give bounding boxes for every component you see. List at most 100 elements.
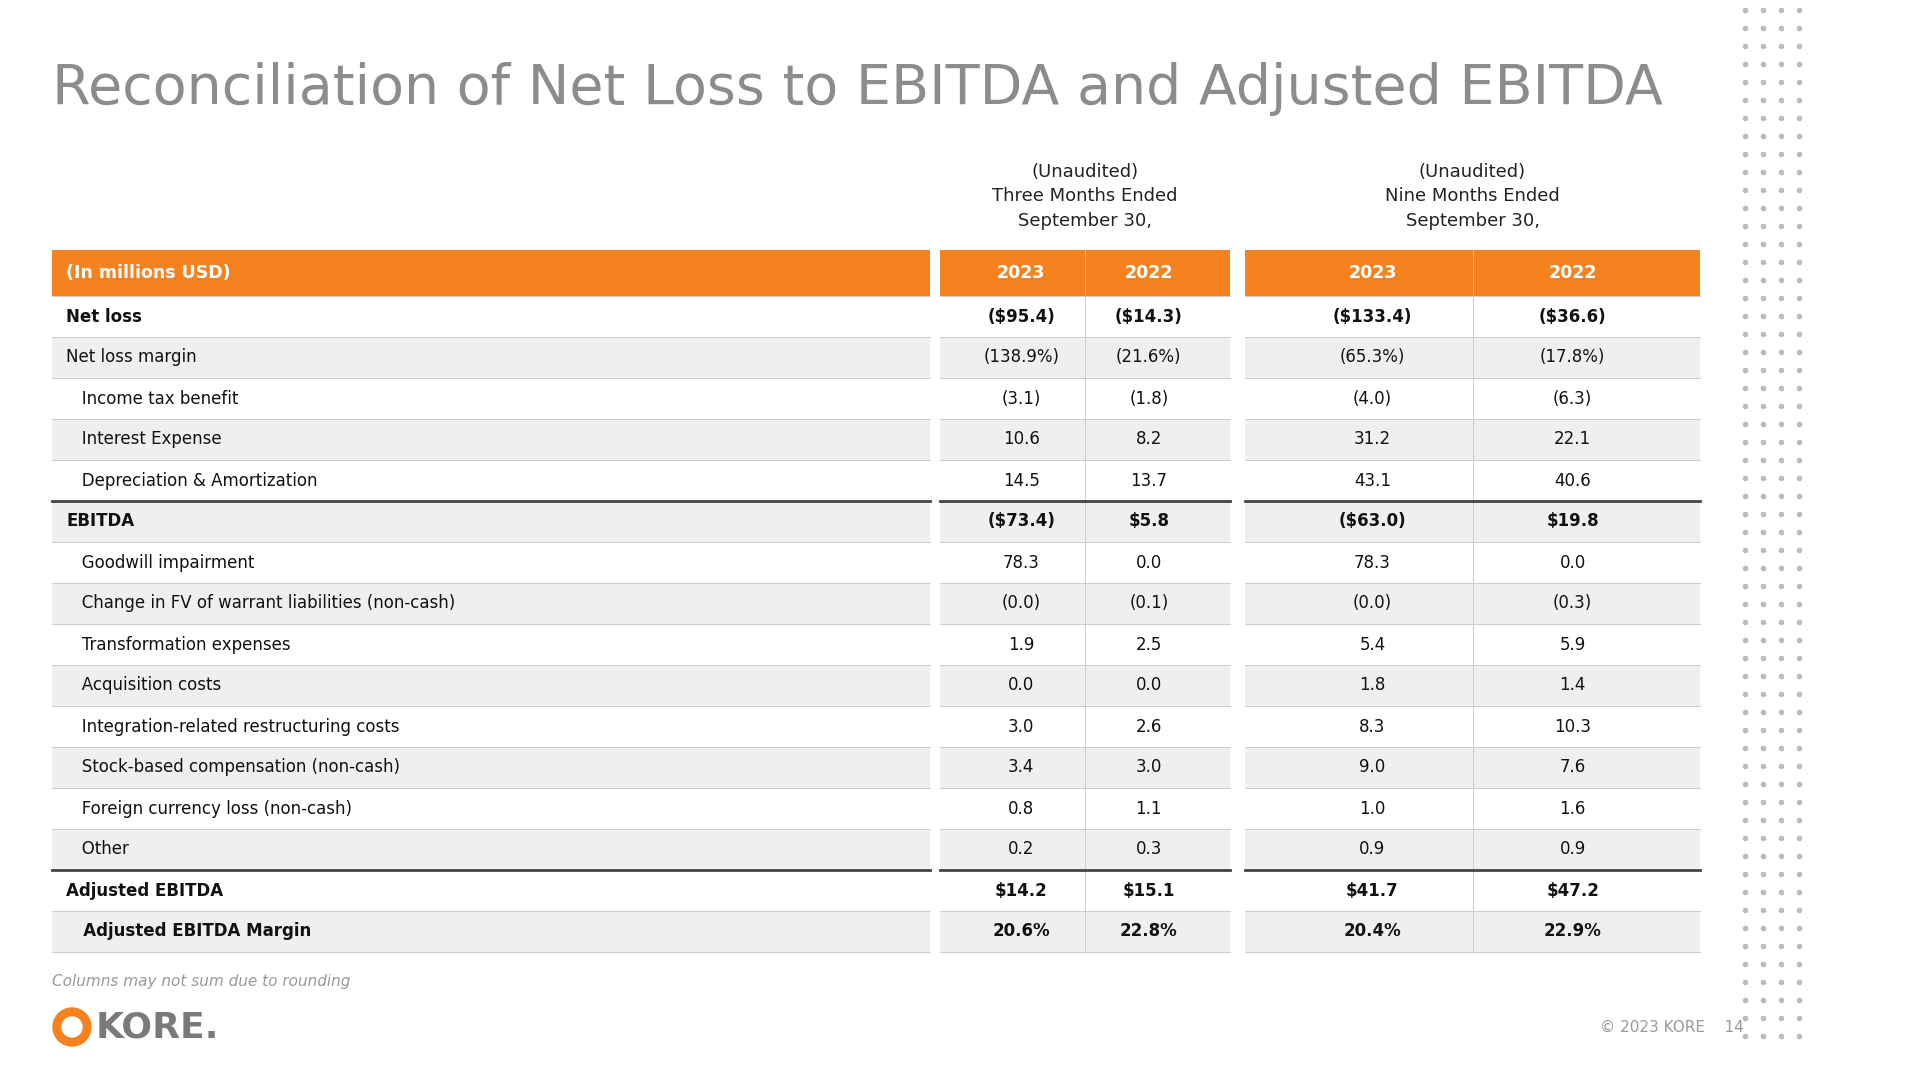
Text: 1.8: 1.8 (1359, 676, 1386, 694)
Text: Foreign currency loss (non-cash): Foreign currency loss (non-cash) (65, 799, 351, 818)
Bar (1244, 501, 1699, 542)
Text: 1.4: 1.4 (1559, 676, 1586, 694)
Bar (941, 829, 1231, 870)
Text: 1.0: 1.0 (1359, 799, 1386, 818)
Text: Other: Other (65, 840, 129, 859)
Text: Goodwill impairment: Goodwill impairment (65, 553, 253, 571)
Text: 3.4: 3.4 (1008, 758, 1035, 777)
Bar (52, 501, 929, 542)
Bar (941, 747, 1231, 788)
Text: Net loss margin: Net loss margin (65, 349, 196, 366)
Text: 13.7: 13.7 (1131, 472, 1167, 489)
Bar (52, 788, 929, 829)
Text: EBITDA: EBITDA (65, 513, 134, 530)
Text: 8.2: 8.2 (1135, 431, 1162, 448)
Bar (1244, 337, 1699, 378)
Text: $41.7: $41.7 (1346, 881, 1400, 900)
Text: (6.3): (6.3) (1553, 390, 1592, 407)
Bar (1244, 296, 1699, 337)
Bar (52, 542, 929, 583)
Bar (1244, 378, 1699, 419)
Text: $19.8: $19.8 (1546, 513, 1599, 530)
Bar (1244, 624, 1699, 665)
Text: Reconciliation of Net Loss to EBITDA and Adjusted EBITDA: Reconciliation of Net Loss to EBITDA and… (52, 62, 1663, 116)
Bar (52, 249, 929, 296)
Bar (52, 870, 929, 912)
Text: (0.0): (0.0) (1354, 594, 1392, 612)
Text: 22.9%: 22.9% (1544, 922, 1601, 941)
Bar (941, 706, 1231, 747)
Bar (941, 419, 1231, 460)
Text: Income tax benefit: Income tax benefit (65, 390, 238, 407)
Text: 9.0: 9.0 (1359, 758, 1386, 777)
Text: 2022: 2022 (1548, 264, 1597, 282)
Text: $5.8: $5.8 (1129, 513, 1169, 530)
Bar (1244, 249, 1699, 296)
Text: 78.3: 78.3 (1002, 553, 1039, 571)
Text: 2.6: 2.6 (1135, 717, 1162, 735)
Bar (941, 542, 1231, 583)
Text: 1.6: 1.6 (1559, 799, 1586, 818)
Bar (941, 460, 1231, 501)
Bar (1244, 419, 1699, 460)
Text: 0.2: 0.2 (1008, 840, 1035, 859)
Bar (1244, 583, 1699, 624)
Text: Integration-related restructuring costs: Integration-related restructuring costs (65, 717, 399, 735)
Text: (21.6%): (21.6%) (1116, 349, 1181, 366)
Bar (941, 624, 1231, 665)
Text: (138.9%): (138.9%) (983, 349, 1060, 366)
Text: 5.9: 5.9 (1559, 635, 1586, 653)
Text: ($73.4): ($73.4) (987, 513, 1056, 530)
Text: Acquisition costs: Acquisition costs (65, 676, 221, 694)
Text: 5.4: 5.4 (1359, 635, 1386, 653)
Bar (52, 912, 929, 951)
Text: (0.1): (0.1) (1129, 594, 1169, 612)
Text: 22.1: 22.1 (1553, 431, 1592, 448)
Text: 8.3: 8.3 (1359, 717, 1386, 735)
Bar (52, 624, 929, 665)
Text: ($133.4): ($133.4) (1332, 308, 1411, 325)
Bar (941, 501, 1231, 542)
Text: 20.4%: 20.4% (1344, 922, 1402, 941)
Text: 22.8%: 22.8% (1119, 922, 1177, 941)
Text: 0.0: 0.0 (1135, 676, 1162, 694)
Text: (Unaudited)
Nine Months Ended
September 30,: (Unaudited) Nine Months Ended September … (1384, 163, 1559, 230)
Bar (1244, 829, 1699, 870)
Bar (941, 378, 1231, 419)
Text: 31.2: 31.2 (1354, 431, 1390, 448)
Text: (4.0): (4.0) (1354, 390, 1392, 407)
Text: ($63.0): ($63.0) (1338, 513, 1405, 530)
Text: 3.0: 3.0 (1135, 758, 1162, 777)
Bar (52, 665, 929, 706)
Bar (1244, 665, 1699, 706)
Bar (52, 829, 929, 870)
Text: 0.0: 0.0 (1559, 553, 1586, 571)
Text: Stock-based compensation (non-cash): Stock-based compensation (non-cash) (65, 758, 399, 777)
Bar (941, 870, 1231, 912)
Text: ($36.6): ($36.6) (1538, 308, 1607, 325)
Circle shape (54, 1008, 90, 1047)
Text: Adjusted EBITDA: Adjusted EBITDA (65, 881, 223, 900)
Text: 20.6%: 20.6% (993, 922, 1050, 941)
Bar (52, 419, 929, 460)
Text: 10.3: 10.3 (1553, 717, 1592, 735)
Text: © 2023 KORE    14: © 2023 KORE 14 (1599, 1020, 1743, 1035)
Bar (52, 296, 929, 337)
Text: 7.6: 7.6 (1559, 758, 1586, 777)
Text: 2023: 2023 (996, 264, 1044, 282)
Text: Columns may not sum due to rounding: Columns may not sum due to rounding (52, 974, 349, 989)
Bar (941, 788, 1231, 829)
Text: 0.9: 0.9 (1559, 840, 1586, 859)
Bar (941, 665, 1231, 706)
Text: $15.1: $15.1 (1123, 881, 1175, 900)
Text: (1.8): (1.8) (1129, 390, 1169, 407)
Text: 10.6: 10.6 (1002, 431, 1039, 448)
Text: 2.5: 2.5 (1135, 635, 1162, 653)
Bar (52, 378, 929, 419)
Bar (1244, 912, 1699, 951)
Text: (In millions USD): (In millions USD) (65, 264, 230, 282)
Text: 78.3: 78.3 (1354, 553, 1390, 571)
Text: (Unaudited)
Three Months Ended
September 30,: (Unaudited) Three Months Ended September… (993, 163, 1177, 230)
Text: $47.2: $47.2 (1546, 881, 1599, 900)
Text: 0.9: 0.9 (1359, 840, 1386, 859)
